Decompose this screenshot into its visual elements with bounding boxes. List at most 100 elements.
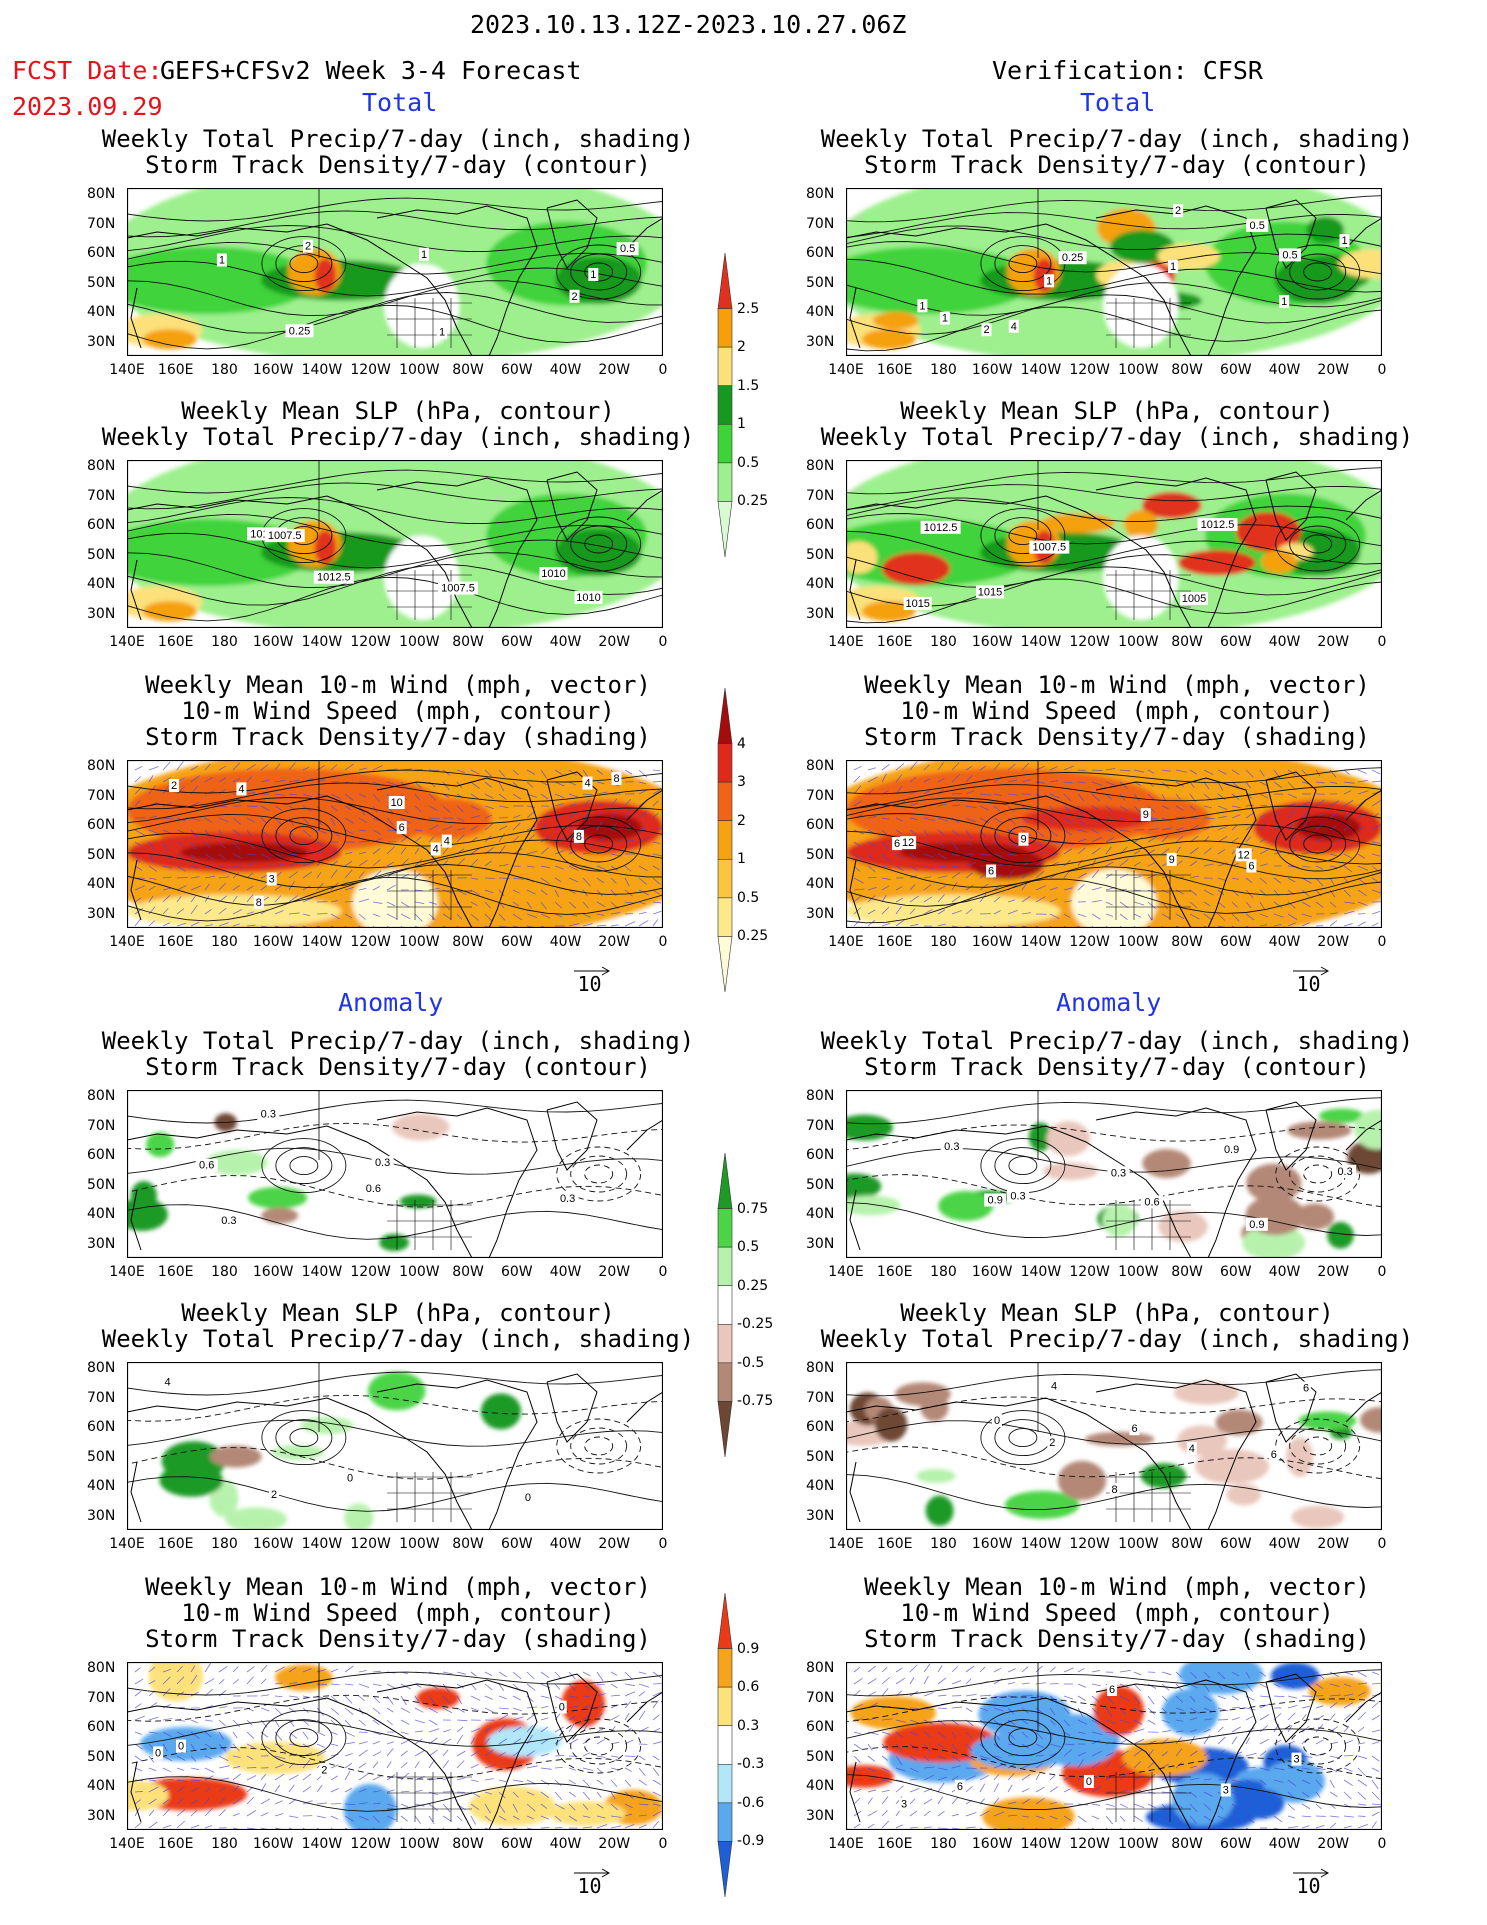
shading-blob xyxy=(248,1186,308,1209)
contour-label: 6 xyxy=(1248,861,1254,873)
contour-label: 4 xyxy=(238,783,244,795)
shading-blob xyxy=(159,1463,224,1497)
lon-tick-label: 40W xyxy=(549,1536,582,1552)
lon-tick-label: 140E xyxy=(828,1536,864,1552)
lon-tick-label: 80W xyxy=(1171,934,1203,950)
contour-label: 10 xyxy=(391,797,403,809)
period-title: 2023.10.13.12Z-2023.10.27.06Z xyxy=(470,10,907,39)
colorbar-segment xyxy=(717,1152,733,1209)
lat-tick-label: 30N xyxy=(87,1507,116,1524)
colorbar-segment xyxy=(717,252,733,309)
lon-tick-label: 40W xyxy=(549,362,582,378)
lat-tick-label: 60N xyxy=(87,1419,116,1435)
colorbar-segment xyxy=(717,462,733,502)
colorbar-segment xyxy=(717,1401,733,1458)
contour-label: 6 xyxy=(399,822,405,834)
contour-label: 4 xyxy=(165,1376,171,1388)
shading-blob xyxy=(846,246,1034,314)
contour-label-bg xyxy=(396,821,407,835)
colorbar-segment xyxy=(717,820,733,860)
map-panel-r4l: 0.3 0.3 0.6 0.6 0.3 0.3 xyxy=(126,1089,664,1262)
lon-tick-label: 40W xyxy=(1268,1536,1301,1552)
contour-label-bg xyxy=(611,771,622,785)
contour-label: 4 xyxy=(433,844,439,856)
lon-tick-label: 20W xyxy=(598,1536,631,1552)
contour-label: 1 xyxy=(1281,296,1287,308)
lat-tick-label: 40N xyxy=(806,876,835,892)
lat-tick-label: 30N xyxy=(87,1807,116,1824)
lon-tick-label: 20W xyxy=(598,634,631,650)
contour-label-bg xyxy=(984,1193,1007,1207)
contour-label: 3 xyxy=(1293,1754,1299,1766)
shading-blob xyxy=(1308,1677,1371,1706)
colorbar-segment xyxy=(717,385,733,425)
colorbar-label: 2 xyxy=(737,339,746,356)
shading-blob xyxy=(1179,1662,1264,1695)
section-anomaly-left: Anomaly xyxy=(338,988,444,1017)
lon-tick-label: 160W xyxy=(971,1264,1013,1280)
vector-reference-value: 10 xyxy=(1296,972,1321,996)
contour-label: 1010 xyxy=(541,568,565,580)
contour-label: 0.5 xyxy=(620,243,635,255)
contour-label-bg xyxy=(345,1471,355,1485)
colorbar-label: 4 xyxy=(737,735,746,752)
section-anomaly-right: Anomaly xyxy=(1056,988,1162,1017)
contour-label: 2 xyxy=(983,324,989,336)
contour-label: 4 xyxy=(1051,1381,1057,1393)
panel-title-line: Weekly Total Precip/7-day (inch, shading… xyxy=(820,125,1414,153)
lon-tick-label: 20W xyxy=(1317,1264,1350,1280)
lon-tick-label: 160W xyxy=(971,1536,1013,1552)
contour-label-bg xyxy=(539,567,568,581)
shading-blob xyxy=(1103,263,1179,348)
contour-label-bg xyxy=(1235,848,1252,862)
colorbar-segment xyxy=(717,1592,733,1649)
lat-tick-label: 40N xyxy=(87,576,116,592)
lon-tick-label: 160E xyxy=(876,934,913,950)
contour-label: 6 xyxy=(1303,1383,1309,1395)
contour-label-bg xyxy=(1044,274,1055,288)
contour-label-bg xyxy=(1220,1142,1243,1156)
shading-blob xyxy=(1242,1225,1306,1258)
vector-reference-value: 10 xyxy=(1296,1874,1321,1898)
panel-title-line: 10-m Wind Speed (mph, contour) xyxy=(181,1599,615,1627)
lat-tick-label: 70N xyxy=(806,487,835,504)
contour-label-bg xyxy=(616,242,639,256)
contour-label: 4 xyxy=(444,836,450,848)
contour-label: 6 xyxy=(1131,1423,1137,1435)
lat-tick-label: 50N xyxy=(806,846,835,863)
colorbar-segment xyxy=(717,1725,733,1765)
lon-tick-label: 80W xyxy=(452,1264,484,1280)
contour-label: 1 xyxy=(1170,261,1176,273)
lat-tick-label: 50N xyxy=(87,846,116,863)
contour-label: 1 xyxy=(1046,275,1052,287)
shading-blob xyxy=(130,1181,157,1211)
shading-blob xyxy=(548,1801,626,1827)
shading-blob xyxy=(938,1190,994,1221)
lon-tick-label: 160E xyxy=(876,1264,913,1280)
map-panel-r3l: 2 4 6 8 4 4 8 10 8 4 3 xyxy=(126,759,664,932)
contour-label-bg xyxy=(1008,319,1019,333)
contour-label-bg xyxy=(430,842,441,856)
lon-tick-label: 160E xyxy=(157,1536,194,1552)
contour-label: 9 xyxy=(1169,854,1175,866)
contour-label-bg xyxy=(940,1140,963,1154)
colorbar-segment xyxy=(717,423,733,464)
lon-tick-label: 180 xyxy=(211,1836,238,1852)
shading-blob xyxy=(405,798,492,839)
lat-tick-label: 30N xyxy=(806,1235,835,1252)
lat-tick-label: 30N xyxy=(87,905,116,922)
lat-tick-label: 80N xyxy=(87,1360,116,1376)
lat-tick-label: 40N xyxy=(806,304,835,320)
lat-tick-label: 70N xyxy=(806,787,835,804)
panel-title-line: Weekly Total Precip/7-day (inch, shading… xyxy=(101,1027,695,1055)
contour-label: 2 xyxy=(305,241,311,253)
map-panel-r5r: 0 4 8 6 6 2 6 4 xyxy=(845,1361,1383,1534)
lon-tick-label: 40W xyxy=(1268,934,1301,950)
lon-tick-label: 100W xyxy=(399,1836,440,1852)
shading-blob xyxy=(920,1393,949,1422)
lon-tick-label: 40W xyxy=(549,1836,582,1852)
lon-tick-label: 20W xyxy=(1317,634,1350,650)
contour-label: 0.3 xyxy=(1337,1166,1352,1178)
lat-tick-label: 30N xyxy=(806,1807,835,1824)
